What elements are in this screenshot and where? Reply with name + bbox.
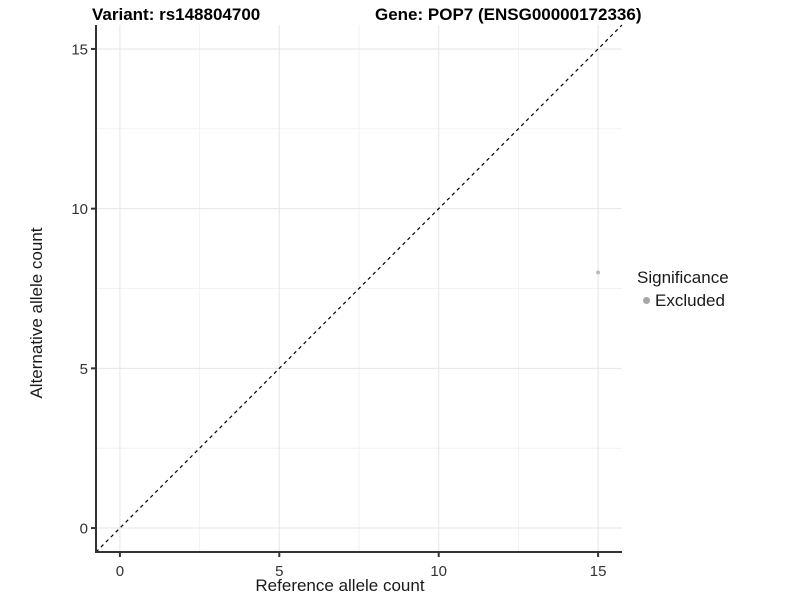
x-axis-title: Reference allele count — [255, 576, 425, 595]
data-point — [596, 270, 601, 275]
legend-item-excluded: Excluded — [637, 291, 729, 310]
x-tick-label: 10 — [430, 563, 447, 580]
y-tick-label: 5 — [80, 361, 88, 378]
x-tick-label: 5 — [275, 563, 283, 580]
legend-key — [637, 297, 655, 304]
legend-title: Significance — [637, 268, 729, 287]
x-tick-label: 15 — [590, 563, 607, 580]
y-tick-label: 15 — [71, 41, 88, 58]
variant-title: Variant: rs148804700 — [92, 5, 261, 24]
identity-dashed-line — [95, 24, 623, 553]
excluded-point-icon — [642, 297, 650, 304]
y-tick-label: 0 — [80, 521, 88, 538]
x-tick-label: 0 — [116, 563, 124, 580]
significance-legend: Significance Excluded — [637, 268, 729, 310]
y-axis-title: Alternative allele count — [27, 227, 46, 399]
y-tick-label: 10 — [71, 201, 88, 218]
gene-title: Gene: POP7 (ENSG00000172336) — [375, 5, 642, 24]
legend-item-label: Excluded — [655, 291, 725, 310]
